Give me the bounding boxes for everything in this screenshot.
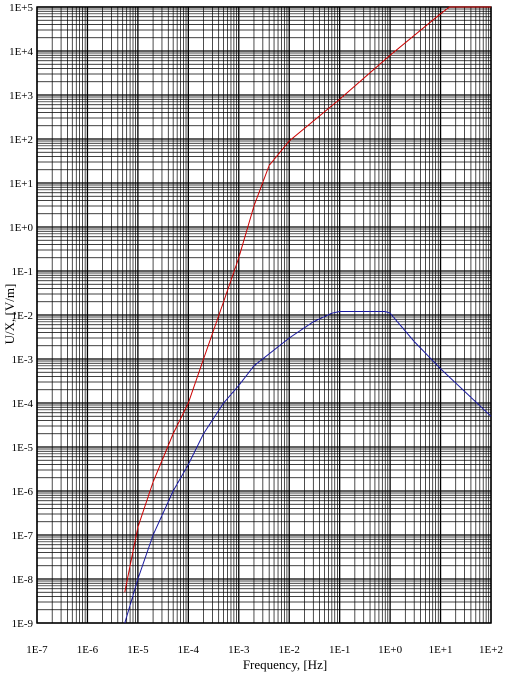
major-grid bbox=[36, 6, 492, 624]
y-tick-label: 1E-4 bbox=[12, 398, 34, 410]
y-tick-label: 1E-3 bbox=[12, 354, 34, 366]
y-axis-label: U/X, [V/m] bbox=[2, 284, 17, 345]
y-tick-label: 1E+3 bbox=[9, 90, 33, 102]
y-tick-label: 1E-6 bbox=[12, 486, 34, 498]
y-tick-label: 1E+2 bbox=[9, 134, 33, 146]
y-tick-label: 1E-9 bbox=[12, 618, 34, 630]
y-tick-label: 1E-2 bbox=[12, 310, 33, 322]
x-tick-label: 1E+2 bbox=[479, 644, 503, 656]
y-tick-label: 1E+4 bbox=[9, 46, 33, 58]
series-line-1 bbox=[124, 6, 491, 593]
x-tick-label: 1E-1 bbox=[329, 644, 350, 656]
y-tick-label: 1E+5 bbox=[9, 2, 33, 14]
x-tick-label: 1E-6 bbox=[77, 644, 99, 656]
x-tick-label: 1E-7 bbox=[26, 644, 48, 656]
plot-frame bbox=[36, 6, 492, 624]
y-tick-labels: 1E-9 1E-8 1E-7 1E-6 1E-5 1E-4 1E-3 1E-2 1E-1 1E+0… bbox=[9, 2, 33, 630]
x-tick-label: 1E-2 bbox=[279, 644, 300, 656]
x-tick-label: 1E-3 bbox=[228, 644, 250, 656]
x-axis-label: Frequency, [Hz] bbox=[243, 657, 327, 672]
x-tick-label: 1E-4 bbox=[178, 644, 200, 656]
y-tick-label: 1E-5 bbox=[12, 442, 34, 454]
y-tick-label: 1E+0 bbox=[9, 222, 33, 234]
y-tick-label: 1E-7 bbox=[12, 530, 34, 542]
x-tick-labels: 1E-7 1E-6 1E-5 1E-4 1E-3 1E-2 1E-1 1E+0 1E+1 1E+2 bbox=[26, 644, 503, 656]
y-tick-label: 1E-8 bbox=[12, 574, 34, 586]
series-layer bbox=[124, 6, 492, 624]
x-tick-label: 1E-5 bbox=[127, 644, 149, 656]
y-tick-label: 1E-1 bbox=[12, 266, 33, 278]
x-tick-label: 1E+1 bbox=[429, 644, 453, 656]
series-line-2 bbox=[124, 311, 492, 624]
x-tick-label: 1E+0 bbox=[378, 644, 402, 656]
y-tick-label: 1E+1 bbox=[9, 178, 33, 190]
